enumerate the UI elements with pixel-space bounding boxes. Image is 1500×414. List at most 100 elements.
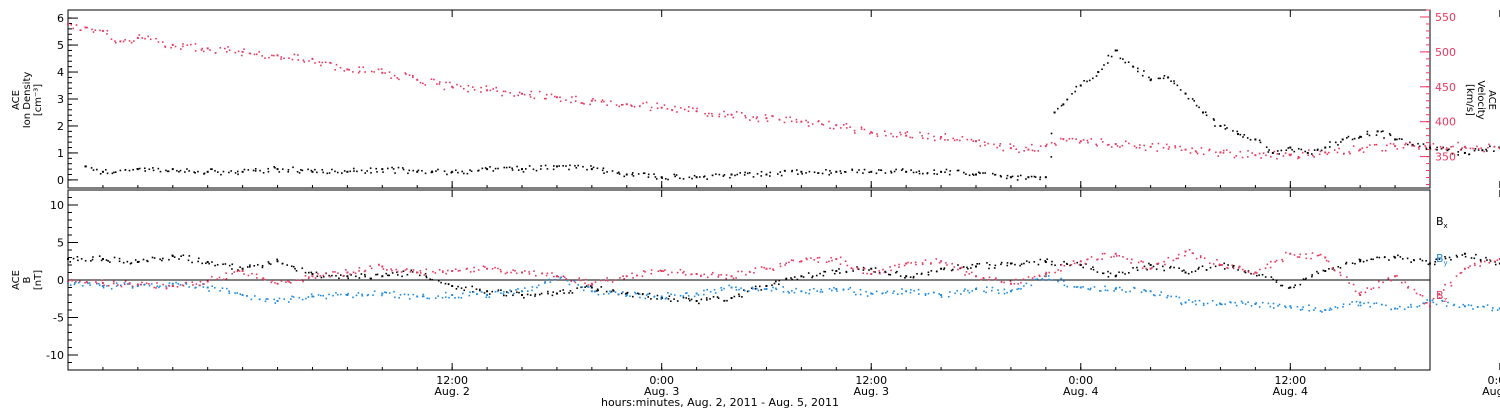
bz-point: [1113, 256, 1115, 258]
bx-point: [321, 277, 323, 279]
bz-point: [466, 268, 468, 270]
density-point: [1304, 151, 1306, 153]
density-point: [1383, 137, 1385, 139]
velocity-point: [589, 104, 591, 106]
velocity-point: [503, 91, 505, 93]
density-point: [1080, 85, 1082, 87]
density-point: [586, 169, 588, 171]
by-point: [635, 293, 637, 295]
bx-point: [928, 271, 930, 273]
velocity-point: [884, 130, 886, 132]
bz-point: [1281, 259, 1283, 261]
density-point: [497, 168, 499, 170]
bz-point: [148, 283, 150, 285]
bx-point: [698, 303, 700, 305]
velocity-point: [1403, 147, 1405, 149]
density-point: [403, 169, 405, 171]
bx-point: [963, 266, 965, 268]
by-point: [660, 298, 662, 300]
velocity-point: [249, 53, 251, 55]
velocity-point: [243, 48, 245, 50]
bz-point: [784, 264, 786, 266]
bz-point: [954, 266, 956, 268]
density-point: [796, 169, 798, 171]
bx-point: [92, 256, 94, 258]
density-point: [715, 173, 717, 175]
density-point: [1164, 75, 1166, 77]
bz-point: [325, 272, 327, 274]
velocity-point: [319, 61, 321, 63]
bz-point: [264, 279, 266, 281]
density-point: [862, 172, 864, 174]
by-point: [820, 291, 822, 293]
bz-point: [831, 260, 833, 262]
velocity-point: [736, 111, 738, 113]
bz-point: [894, 265, 896, 267]
velocity-point: [172, 44, 174, 46]
density-point: [321, 169, 323, 171]
bx-point: [600, 286, 602, 288]
bz-point: [664, 269, 666, 271]
density-point: [259, 170, 261, 172]
bz-point: [622, 275, 624, 277]
by-point: [1125, 291, 1127, 293]
by-point: [925, 293, 927, 295]
bx-point: [1449, 257, 1451, 259]
density-point: [1188, 98, 1190, 100]
density-point: [623, 176, 625, 178]
density-point: [995, 174, 997, 176]
bz-point: [473, 267, 475, 269]
by-point: [910, 289, 912, 291]
y-left-tick-label: 0: [57, 174, 64, 187]
bz-point: [765, 268, 767, 270]
bz-point: [1158, 263, 1160, 265]
density-point: [667, 179, 669, 181]
by-point: [544, 281, 546, 283]
bx-point: [1076, 262, 1078, 264]
velocity-point: [362, 66, 364, 68]
velocity-point: [631, 105, 633, 107]
by-point: [964, 288, 966, 290]
bx-point: [471, 286, 473, 288]
bz-point: [711, 274, 713, 276]
bz-point: [219, 277, 221, 279]
bz-point: [1164, 264, 1166, 266]
velocity-point: [1260, 157, 1262, 159]
density-point: [712, 175, 714, 177]
bx-point: [539, 294, 541, 296]
by-point: [608, 293, 610, 295]
velocity-point: [114, 40, 116, 42]
bz-point: [1189, 249, 1191, 251]
bx-point: [1063, 261, 1065, 263]
density-point: [408, 170, 410, 172]
bz-point: [939, 262, 941, 264]
bz-point: [1451, 285, 1453, 287]
velocity-point: [1460, 149, 1462, 151]
bz-point: [1299, 254, 1301, 256]
bz-point: [1010, 283, 1012, 285]
density-point: [556, 165, 558, 167]
density-point: [337, 172, 339, 174]
bx-point: [208, 263, 210, 265]
velocity-point: [733, 117, 735, 119]
bz-point: [1270, 261, 1272, 263]
bz-point: [882, 269, 884, 271]
density-point: [186, 168, 188, 170]
density-point: [760, 175, 762, 177]
by-point: [1159, 294, 1161, 296]
by-point: [1471, 305, 1473, 307]
by-point: [872, 293, 874, 295]
velocity-point: [175, 46, 177, 48]
bx-point: [1388, 259, 1390, 261]
density-point: [619, 173, 621, 175]
bz-point: [1401, 282, 1403, 284]
by-point: [1057, 281, 1059, 283]
velocity-point: [676, 111, 678, 113]
bz-point: [1416, 293, 1418, 295]
density-point: [457, 172, 459, 174]
by-point: [639, 293, 641, 295]
bz-point: [1468, 267, 1470, 269]
velocity-point: [1175, 147, 1177, 149]
density-point: [1107, 62, 1109, 64]
bz-point: [779, 263, 781, 265]
